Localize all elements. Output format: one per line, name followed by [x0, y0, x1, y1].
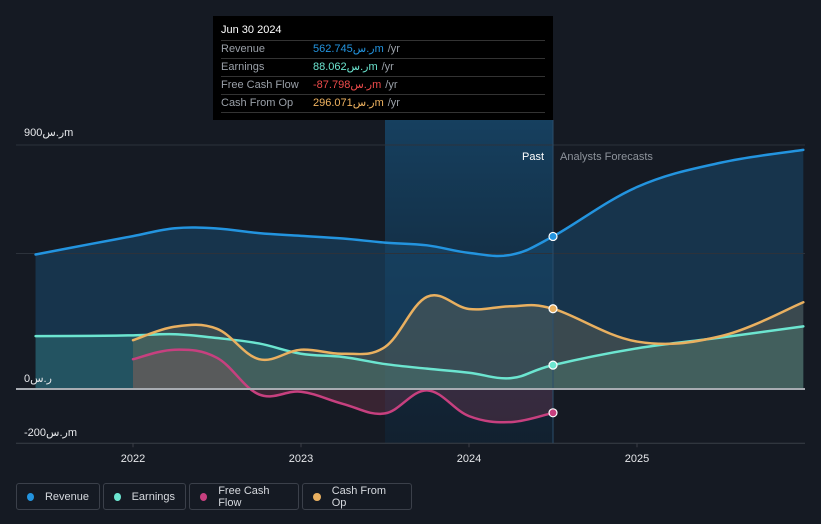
cash-from-op-line[interactable] [131, 294, 805, 362]
past-label: Past [522, 151, 544, 163]
tooltip-value: 562.745ر.سm [313, 43, 384, 55]
earnings-line[interactable] [34, 325, 805, 380]
earnings-area [35, 326, 804, 389]
tooltip-date: Jun 30 2024 [221, 22, 545, 41]
tooltip-row-revenue: Revenue 562.745ر.سm /yr [221, 41, 545, 59]
revenue-point[interactable] [548, 231, 558, 242]
revenue-area [35, 149, 804, 389]
cash-from-op-area [133, 295, 804, 389]
legend: Revenue Earnings Free Cash Flow Cash Fro… [16, 483, 412, 510]
forecast-label: Analysts Forecasts [560, 151, 653, 163]
tooltip-label: Free Cash Flow [221, 79, 299, 91]
x-tick-label: 2025 [625, 453, 649, 465]
tooltip-value: -87.798ر.سm [313, 79, 382, 91]
tooltip-unit: /yr [387, 43, 400, 55]
legend-label: Cash From Op [331, 484, 387, 509]
legend-item-earnings[interactable]: Earnings [103, 483, 186, 510]
cash-from-op-point[interactable] [548, 304, 558, 314]
earnings-point[interactable] [548, 360, 558, 370]
revenue-line[interactable] [34, 148, 805, 258]
tooltip-unit: /yr [387, 97, 400, 109]
tooltip-row-cash-from-op: Cash From Op 296.071ر.سm /yr [221, 95, 545, 113]
tooltip-value: 296.071ر.سm [313, 97, 384, 109]
x-tick-label: 2024 [457, 453, 481, 465]
legend-label: Free Cash Flow [218, 484, 270, 509]
y-tick-label: 0ر.س [24, 373, 52, 385]
legend-item-cash-from-op[interactable]: Cash From Op [302, 483, 412, 510]
free-cash-flow-point[interactable] [548, 408, 558, 418]
revenue-dot-icon [27, 492, 34, 501]
tooltip-label: Earnings [221, 61, 265, 73]
y-tick-label: -200ر.سm [24, 427, 77, 439]
y-tick-label: 900ر.سm [24, 127, 73, 139]
tooltip-value: 88.062ر.سm [313, 61, 378, 73]
earnings-dot-icon [114, 492, 121, 501]
legend-item-free-cash-flow[interactable]: Free Cash Flow [189, 483, 299, 510]
x-tick-label: 2023 [289, 453, 313, 465]
tooltip-label: Cash From Op [221, 97, 294, 109]
tooltip-unit: /yr [381, 61, 394, 73]
tooltip-row-free-cash-flow: Free Cash Flow -87.798ر.سm /yr [221, 77, 545, 95]
free-cash-flow-dot-icon [200, 492, 208, 501]
tooltip: Jun 30 2024 Revenue 562.745ر.سm /yr Earn… [213, 16, 553, 120]
tooltip-row-earnings: Earnings 88.062ر.سm /yr [221, 59, 545, 77]
tooltip-label: Revenue [221, 43, 266, 55]
legend-label: Earnings [131, 490, 175, 503]
legend-label: Revenue [44, 490, 89, 503]
tooltip-unit: /yr [385, 79, 398, 91]
x-tick-label: 2022 [121, 453, 145, 465]
legend-item-revenue[interactable]: Revenue [16, 483, 100, 510]
free-cash-flow-line[interactable] [131, 348, 555, 424]
free-cash-flow-area [133, 349, 553, 423]
cash-from-op-dot-icon [313, 492, 321, 501]
